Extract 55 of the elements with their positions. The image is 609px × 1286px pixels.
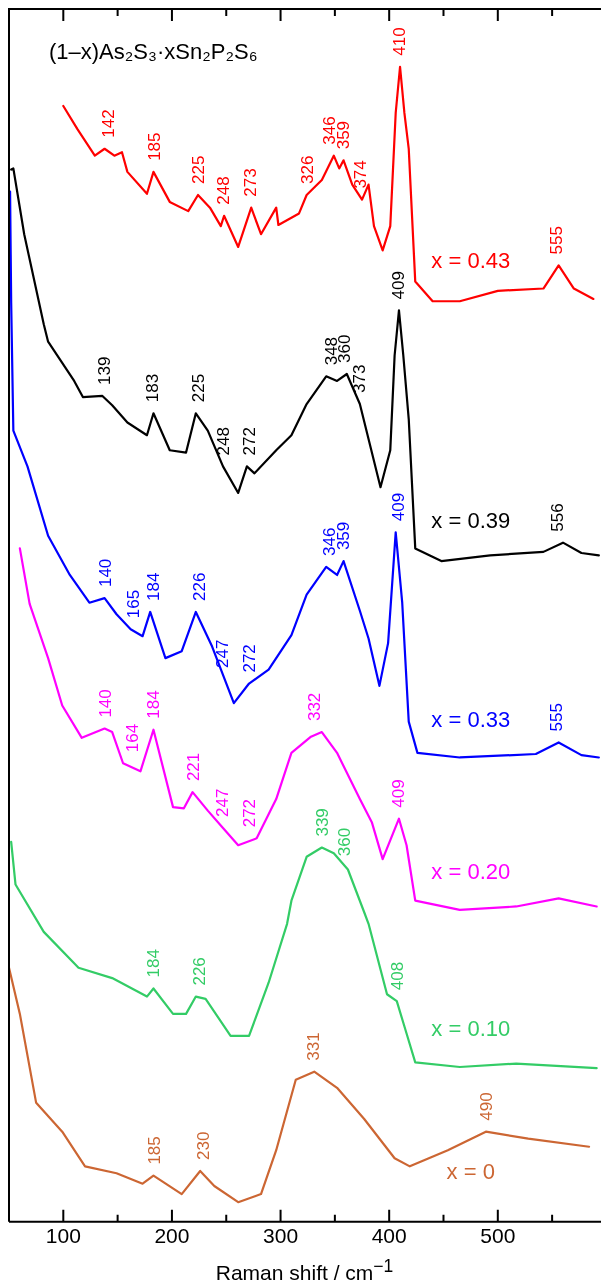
annotation: 326 xyxy=(298,155,318,184)
annotation: 140 xyxy=(96,558,116,588)
annotation: 409 xyxy=(388,271,408,300)
annotation: 221 xyxy=(184,752,204,782)
annotation: 272 xyxy=(239,427,259,456)
annotation: 360 xyxy=(335,827,355,857)
annotation: 332 xyxy=(305,692,325,722)
annotation: 226 xyxy=(189,572,209,601)
annotation: 185 xyxy=(145,132,165,161)
annotation: 165 xyxy=(123,589,143,619)
x-axis-title: Raman shift / cm$^{−1}$ xyxy=(214,1255,395,1286)
annotation: 410 xyxy=(389,27,409,56)
annotation: 556 xyxy=(548,503,568,532)
annotation: 272 xyxy=(239,644,259,673)
annotation: 164 xyxy=(122,723,142,753)
x-tick-label: 300 xyxy=(263,1224,299,1248)
annotation: 184 xyxy=(144,949,164,978)
series-label: x = 0.33 xyxy=(431,707,511,733)
annotation: 409 xyxy=(388,779,408,808)
annotation: 226 xyxy=(189,957,209,986)
x-tick-label: 500 xyxy=(480,1224,516,1248)
annotation: 409 xyxy=(388,492,408,522)
series-label: x = 0.10 xyxy=(431,1016,511,1042)
annotation: 331 xyxy=(303,1032,323,1061)
series-label: x = 0 xyxy=(446,1159,495,1185)
annotation: 183 xyxy=(143,373,163,403)
annotation: 272 xyxy=(239,798,259,828)
annotation: 139 xyxy=(95,356,115,385)
x-tick-label: 100 xyxy=(45,1224,81,1248)
annotation: 184 xyxy=(144,572,164,601)
annotation: 140 xyxy=(96,689,116,718)
annotation: 225 xyxy=(188,373,208,403)
annotation: 273 xyxy=(240,168,260,197)
annotation: 248 xyxy=(213,176,233,205)
annotation: 247 xyxy=(212,788,232,817)
annotation: 339 xyxy=(312,808,332,837)
annotation: 490 xyxy=(476,1092,496,1121)
annotation: 142 xyxy=(98,109,118,138)
annotation: 225 xyxy=(188,155,208,184)
annotation: 555 xyxy=(547,703,567,732)
series-label: x = 0.39 xyxy=(431,507,511,533)
annotation: 230 xyxy=(194,1131,214,1160)
annotation: 248 xyxy=(213,427,233,456)
chart-title: (1–x)As₂S₃·xSn₂P₂S₆ xyxy=(49,39,258,65)
series-label: x = 0.20 xyxy=(431,859,511,885)
annotation: 184 xyxy=(144,690,164,719)
annotation: 247 xyxy=(212,639,232,668)
annotation: 555 xyxy=(547,226,567,255)
x-tick-label: 400 xyxy=(371,1224,407,1248)
annotation: 373 xyxy=(349,364,369,394)
annotation: 374 xyxy=(350,160,370,189)
annotation: 408 xyxy=(387,961,407,991)
series-label: x = 0.43 xyxy=(431,248,511,274)
annotation: 185 xyxy=(145,1136,165,1165)
x-tick-label: 200 xyxy=(154,1224,190,1248)
